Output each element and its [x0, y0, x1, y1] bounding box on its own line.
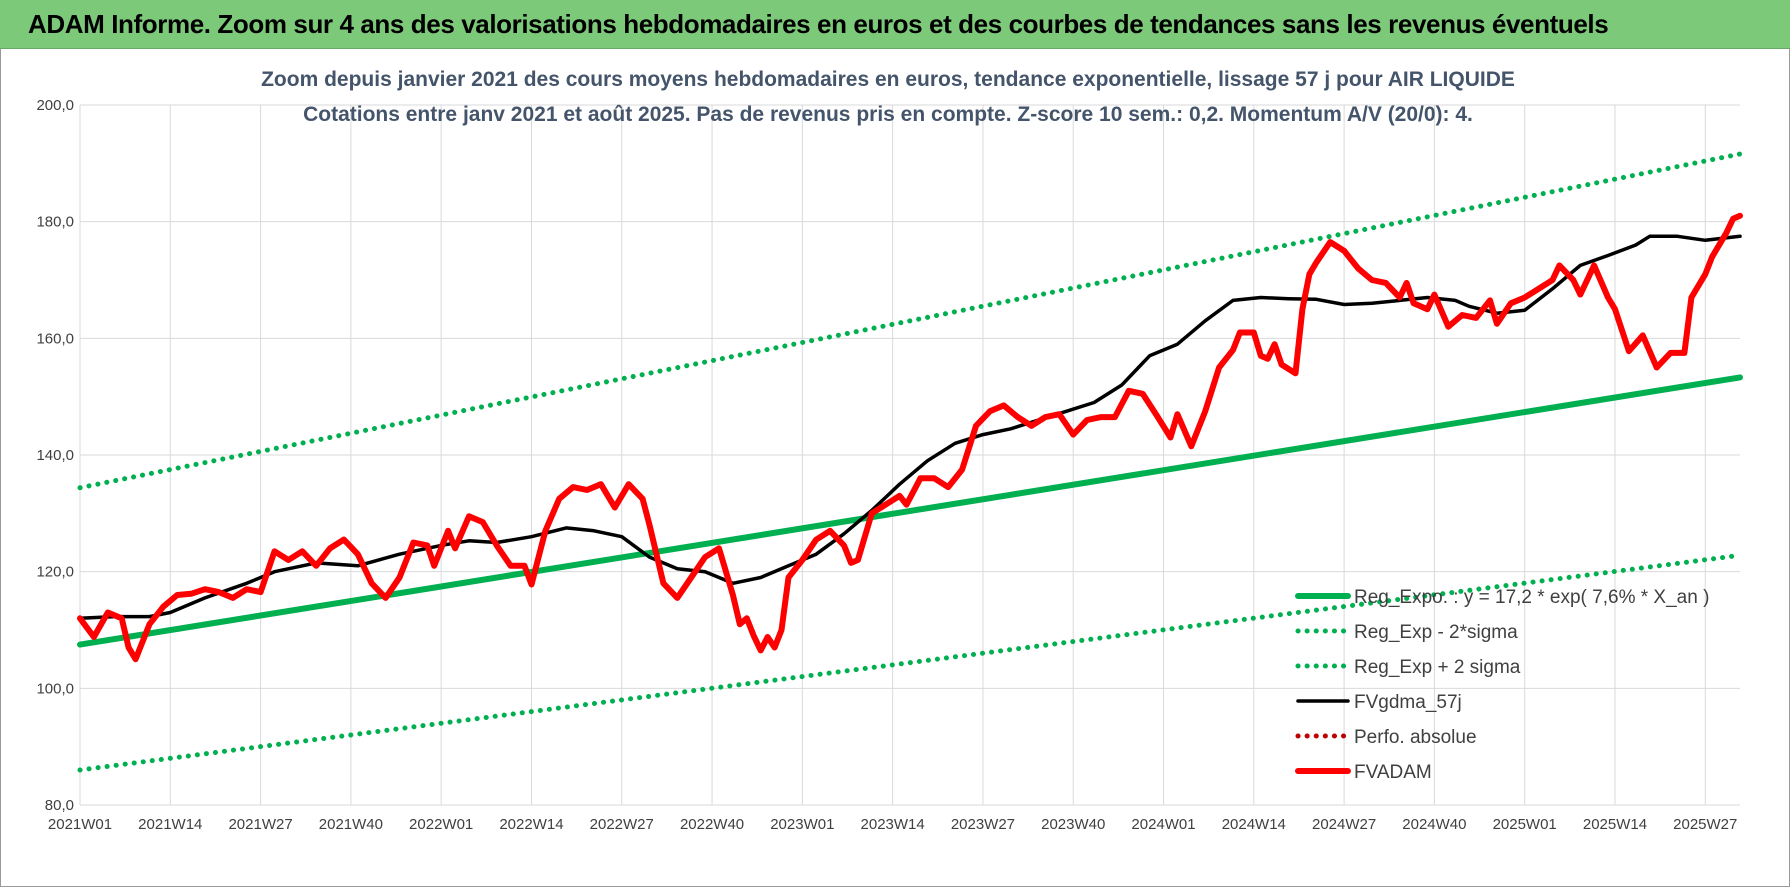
legend-label: Reg_Exp - 2*sigma [1354, 622, 1518, 643]
legend-label: Reg_Exp + 2 sigma [1354, 657, 1521, 678]
title-banner: ADAM Informe. Zoom sur 4 ans des valoris… [0, 0, 1790, 49]
x-tick-label: 2024W01 [1131, 816, 1195, 833]
x-tick-label: 2025W14 [1583, 816, 1647, 833]
x-tick-label: 2022W27 [590, 816, 654, 833]
x-tick-label: 2024W14 [1222, 816, 1286, 833]
x-tick-label: 2021W14 [138, 816, 202, 833]
series-line-1 [77, 552, 1743, 773]
series-line-3 [78, 234, 1742, 621]
x-tick-label: 2023W01 [770, 816, 834, 833]
x-tick-label: 2022W14 [499, 816, 563, 833]
y-tick-label: 180,0 [36, 214, 74, 231]
series-line-2 [77, 151, 1743, 491]
x-tick-label: 2021W27 [228, 816, 292, 833]
x-tick-label: 2023W27 [951, 816, 1015, 833]
banner-title: ADAM Informe. Zoom sur 4 ans des valoris… [28, 9, 1609, 39]
y-axis-ticks: 80,0 100,0 120,0 140,0 160,0 180,0 200,0 [36, 97, 74, 814]
gridlines [79, 104, 1740, 806]
chart-subtitle: Cotations entre janv 2021 et août 2025. … [303, 103, 1473, 126]
x-tick-label: 2025W27 [1673, 816, 1737, 833]
y-tick-label: 80,0 [45, 797, 74, 814]
legend-label: Perfo. absolue [1354, 727, 1477, 748]
x-axis-ticks: 2021W01 2021W14 2021W27 2021W40 2022W01 2022W… [48, 816, 1737, 833]
y-tick-label: 120,0 [36, 564, 74, 581]
series-line-5 [77, 212, 1743, 663]
series-line-0 [77, 374, 1743, 648]
y-tick-label: 140,0 [36, 447, 74, 464]
x-tick-label: 2025W01 [1493, 816, 1557, 833]
line-chart: Zoom depuis janvier 2021 des cours moyen… [36, 68, 1743, 833]
legend-label: Reg_Expo. : y = 17,2 * exp( 7,6% * X_an … [1354, 587, 1709, 608]
legend-label: FVgdma_57j [1354, 692, 1462, 713]
x-tick-label: 2023W14 [861, 816, 925, 833]
series-layer [77, 151, 1743, 773]
x-tick-label: 2024W27 [1312, 816, 1376, 833]
legend-label: FVADAM [1354, 762, 1432, 783]
x-tick-label: 2021W01 [48, 816, 112, 833]
x-tick-label: 2022W01 [409, 816, 473, 833]
y-tick-label: 160,0 [36, 330, 74, 347]
x-tick-label: 2021W40 [319, 816, 383, 833]
chart-title: Zoom depuis janvier 2021 des cours moyen… [261, 68, 1515, 91]
x-tick-label: 2022W40 [680, 816, 744, 833]
x-tick-label: 2024W40 [1402, 816, 1466, 833]
legend: Reg_Expo. : y = 17,2 * exp( 7,6% * X_an … [1295, 587, 1709, 783]
y-tick-label: 200,0 [36, 97, 74, 114]
y-tick-label: 100,0 [36, 680, 74, 697]
x-tick-label: 2023W40 [1041, 816, 1105, 833]
